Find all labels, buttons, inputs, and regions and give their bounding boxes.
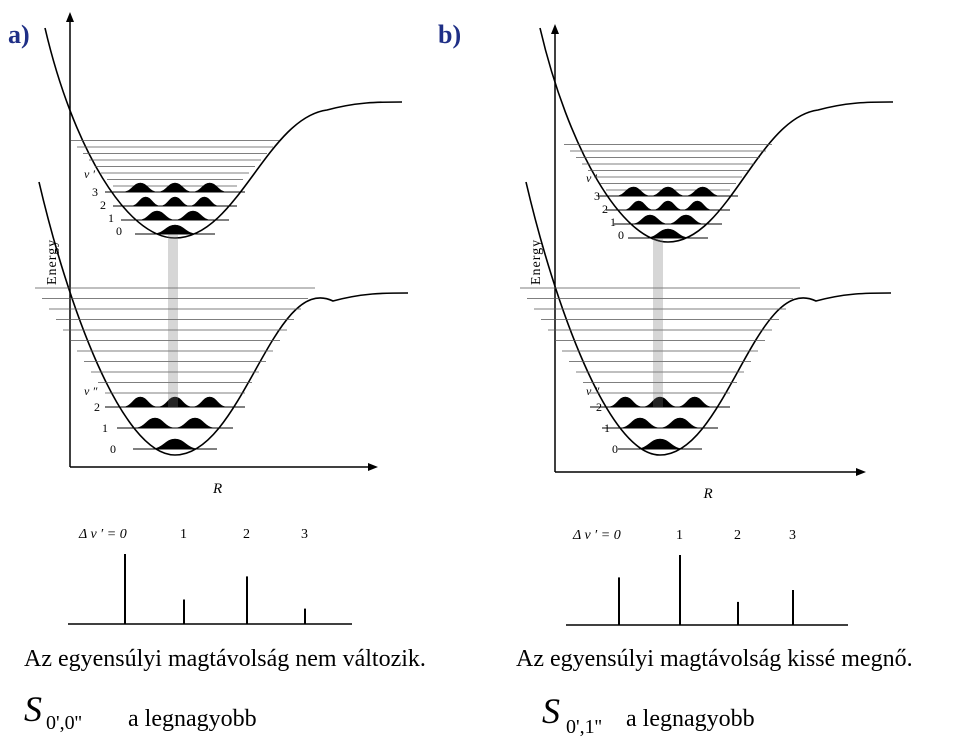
panel-b-upper-wavefunction-3 — [615, 186, 721, 197]
panel-a-symbol-subscript: 0',0'' — [46, 712, 82, 734]
panel-a-upper-level-label: v ′ — [84, 167, 95, 181]
panel-b-energy-axis-arrow — [551, 24, 559, 34]
panel-b-upper-wavefunction-1 — [631, 214, 705, 225]
panel-b-upper-level-number-1: 1 — [610, 215, 616, 229]
panel-a-r-axis-arrow — [368, 463, 378, 471]
panel-b-lower-level-number-2: 2 — [596, 400, 602, 414]
panel-b-lower-level-number-1: 1 — [604, 421, 610, 435]
panel-b-energy-axis-label: Energy — [529, 239, 544, 285]
panel-a-upper-wavefunction-1 — [138, 210, 212, 221]
panel-a-lower-level-label: v ″ — [84, 384, 98, 398]
panel-a-spectrum-tick-2: 2 — [243, 527, 250, 542]
panel-a-lower-potential-curve — [38, 181, 409, 456]
panel-b-upper-wavefunction-2 — [623, 200, 713, 211]
panel-a-spectrum-label: Δ v ′ = 0 — [78, 527, 127, 542]
panel-a-energy-axis-arrow — [66, 12, 74, 22]
panel-b-upper-level-number-2: 2 — [602, 202, 608, 216]
panel-b-upper-level-label: v ′ — [586, 171, 597, 185]
panel-b-spectrum-label: Δ v ′ = 0 — [572, 528, 621, 543]
panel-a-r-axis-label: R — [212, 481, 222, 497]
panel-a-caption: Az egyensúlyi magtávolság nem változik. — [24, 646, 426, 672]
panel-b-r-axis-label: R — [703, 486, 713, 502]
panel-b-upper-wavefunction-0 — [645, 228, 691, 239]
panel-b-note: a legnagyobb — [626, 706, 755, 732]
panel-b-spectrum-tick-3: 3 — [789, 528, 796, 543]
panel-a-lower-wavefunction-0 — [150, 438, 200, 450]
panel-b-symbol-subscript: 0',1'' — [566, 716, 602, 738]
panel-b-r-axis-arrow — [856, 468, 866, 476]
panel-b-symbol: S — [542, 691, 560, 731]
panel-a-upper-level-number-1: 1 — [108, 211, 114, 225]
panel-b-lower-wavefunction-1 — [619, 417, 701, 429]
panel-a-upper-wavefunction-3 — [122, 182, 228, 193]
panel-a-upper-wavefunction-0 — [152, 224, 198, 235]
panel-a-upper-level-number-3: 3 — [92, 185, 98, 199]
panel-a-energy-axis-label: Energy — [45, 239, 60, 285]
panel-a-label: a) — [8, 20, 30, 49]
panel-a-spectrum-tick-3: 3 — [301, 527, 308, 542]
panel-b-lower-level-number-0: 0 — [612, 442, 618, 456]
panel-a-lower-wavefunction-1 — [134, 417, 216, 429]
panel-a-upper-potential-curve — [44, 27, 403, 239]
panel-b-lower-wavefunction-0 — [635, 438, 685, 450]
panel-a-upper-wavefunction-2 — [130, 196, 220, 207]
panel-a-lower-level-number-1: 1 — [102, 421, 108, 435]
panel-b-lower-level-label: v ″ — [586, 384, 600, 398]
panel-b-upper-potential-curve — [539, 27, 894, 243]
panel-b-caption: Az egyensúlyi magtávolság kissé megnő. — [516, 646, 913, 672]
panel-b-upper-level-number-0: 0 — [618, 228, 624, 242]
panel-a-note: a legnagyobb — [128, 706, 257, 732]
panel-a-spectrum-tick-1: 1 — [180, 527, 187, 542]
panel-a-lower-level-number-0: 0 — [110, 442, 116, 456]
panel-b-upper-level-number-3: 3 — [594, 189, 600, 203]
panel-b-spectrum-tick-1: 1 — [676, 528, 683, 543]
panel-a-upper-level-number-2: 2 — [100, 198, 106, 212]
panel-a-lower-level-number-2: 2 — [94, 400, 100, 414]
panel-a-symbol: S — [24, 689, 42, 729]
panel-b-label: b) — [438, 20, 462, 49]
panel-b-lower-potential-curve — [525, 181, 892, 456]
panel-b-spectrum-tick-2: 2 — [734, 528, 741, 543]
panel-a-upper-level-number-0: 0 — [116, 224, 122, 238]
